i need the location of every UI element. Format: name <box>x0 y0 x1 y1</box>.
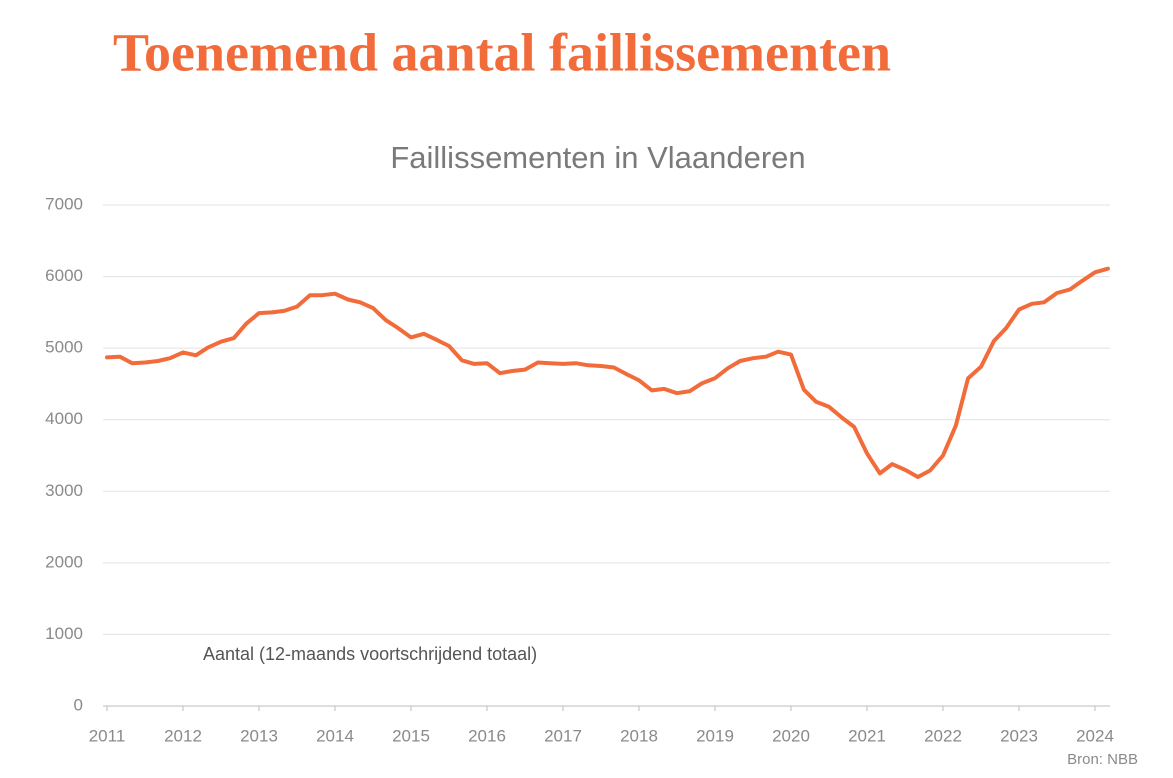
x-tick-label: 2017 <box>544 726 582 745</box>
y-tick-label: 1000 <box>45 624 83 643</box>
source: Bron: NBB <box>1067 751 1138 768</box>
x-tick-label: 2019 <box>696 726 734 745</box>
y-tick-label: 6000 <box>45 266 83 285</box>
x-tick-label: 2011 <box>89 726 126 745</box>
x-tick-label: 2023 <box>1000 726 1038 745</box>
x-tick-label: 2015 <box>392 726 430 745</box>
annotation: Aantal (12-maands voortschrijdend totaal… <box>203 644 537 664</box>
y-tick-label: 0 <box>74 695 83 714</box>
y-tick-label: 2000 <box>45 552 83 571</box>
y-tick-label: 7000 <box>45 194 83 213</box>
y-tick-label: 4000 <box>45 409 83 428</box>
data-line <box>105 266 1110 479</box>
x-tick-label: 2013 <box>240 726 278 745</box>
y-tick-label: 3000 <box>45 481 83 500</box>
x-tick-label: 2014 <box>316 726 354 745</box>
x-tick-label: 2021 <box>848 726 886 745</box>
x-tick-label: 2012 <box>164 726 202 745</box>
heading: Toenemend aantal faillissementen <box>113 22 891 82</box>
chart-title: Faillissementen in Vlaanderen <box>390 140 805 175</box>
x-tick-label: 2018 <box>620 726 658 745</box>
y-tick-label: 5000 <box>45 338 83 357</box>
x-tick-label: 2022 <box>924 726 962 745</box>
x-tick-label: 2020 <box>772 726 810 745</box>
x-tick-label: 2024 <box>1076 726 1114 745</box>
x-tick-label: 2016 <box>468 726 506 745</box>
